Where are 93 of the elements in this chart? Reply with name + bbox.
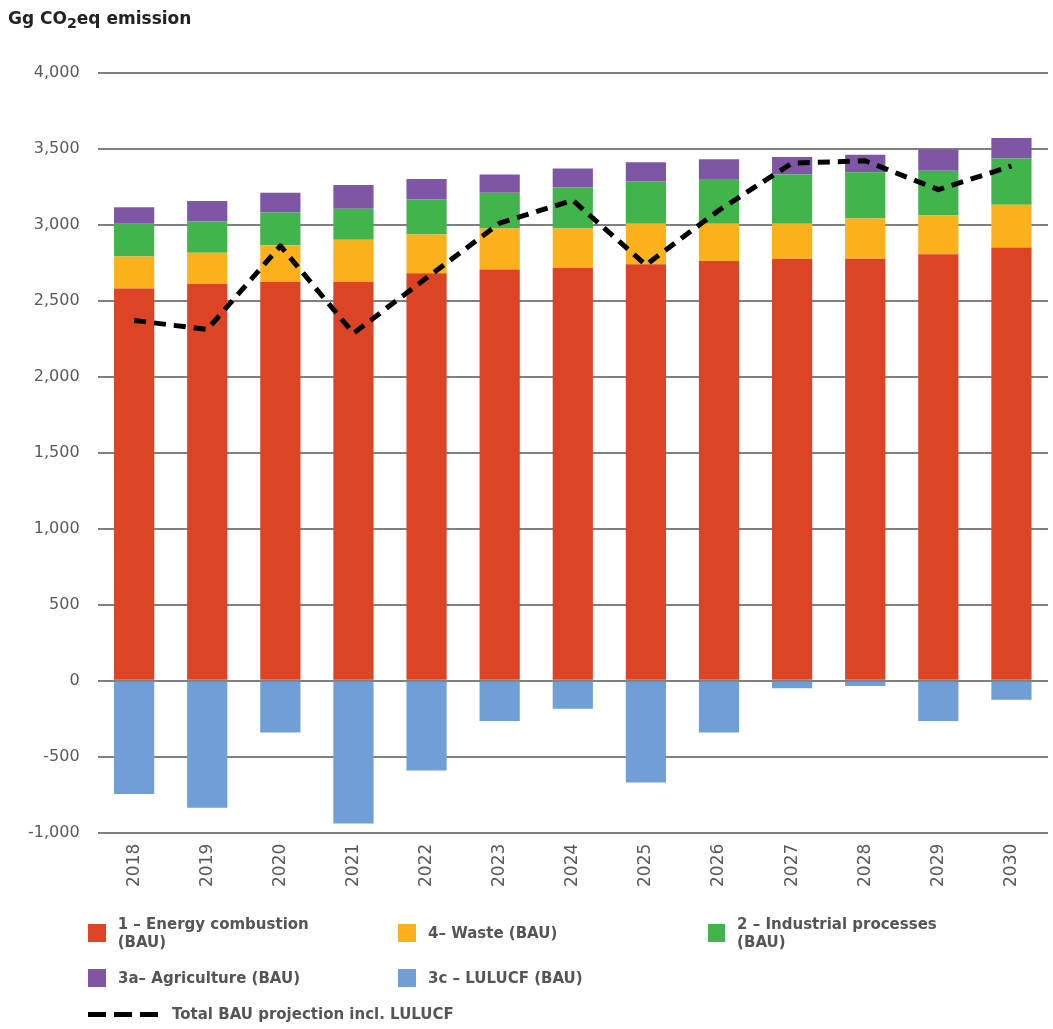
bar [991, 681, 1032, 700]
legend-label: 4– Waste (BAU) [428, 924, 558, 942]
bar [187, 201, 228, 222]
x-tick-label: 2023 [488, 843, 509, 887]
bar [845, 258, 886, 680]
bar [552, 681, 593, 709]
bar [406, 199, 447, 235]
bar [991, 158, 1032, 205]
bar [187, 252, 228, 284]
bar [918, 149, 959, 171]
bar [772, 258, 813, 680]
x-tick-label: 2028 [853, 843, 874, 887]
bar [625, 223, 666, 265]
y-tick-label: 2,000 [33, 365, 80, 385]
x-tick-label: 2024 [561, 843, 582, 887]
bar [552, 228, 593, 268]
bar [406, 273, 447, 680]
bar [187, 221, 228, 253]
bar [333, 239, 374, 282]
legend-label: 3a– Agriculture (BAU) [118, 969, 300, 987]
bar [479, 228, 520, 270]
bar [625, 264, 666, 680]
bar [991, 247, 1032, 680]
y-tick-label: 1,500 [33, 441, 80, 461]
legend-label: 3c – LULUCF (BAU) [428, 969, 583, 987]
x-tick-label: 2018 [122, 843, 143, 887]
x-tick-label: 2027 [780, 843, 801, 887]
bar [772, 174, 813, 224]
y-tick-label: 2,500 [33, 289, 80, 309]
x-tick-label: 2025 [634, 843, 655, 887]
bar [114, 288, 155, 680]
bar [625, 162, 666, 182]
bar [845, 681, 886, 687]
y-tick-label: 0 [69, 669, 80, 689]
bar [479, 269, 520, 680]
bar [845, 172, 886, 219]
x-tick-label: 2026 [707, 843, 728, 887]
x-tick-label: 2029 [926, 843, 947, 887]
x-tick-label: 2030 [999, 843, 1020, 887]
bar [552, 267, 593, 680]
bar [918, 170, 959, 216]
bar [845, 218, 886, 259]
y-tick-label: 3,000 [33, 213, 80, 233]
y-tick-label: 3,500 [33, 137, 80, 157]
y-tick-label: -500 [43, 745, 80, 765]
bar [479, 681, 520, 721]
bar [479, 192, 520, 229]
bar [772, 223, 813, 259]
bar [698, 681, 740, 733]
bar [625, 681, 666, 783]
bar [406, 234, 447, 274]
bar [333, 281, 374, 680]
bar [260, 192, 301, 213]
x-tick-label: 2019 [195, 843, 216, 887]
y-tick-label: 4,000 [33, 61, 80, 81]
x-tick-label: 2020 [268, 843, 289, 887]
x-tick-label: 2021 [341, 843, 362, 887]
bar [918, 681, 959, 721]
bar [260, 281, 301, 680]
bar [260, 212, 301, 246]
bar [114, 256, 155, 289]
bar [991, 204, 1032, 248]
y-axis-title: Gg CO$_{2}$eq emission [8, 8, 192, 32]
bar [114, 681, 155, 794]
bar [918, 254, 959, 680]
bar [552, 168, 593, 188]
bar [698, 159, 740, 180]
bar [114, 223, 155, 257]
y-tick-label: 1,000 [33, 517, 80, 537]
legend-label: 1 – Energy combustion (BAU) [117, 915, 310, 951]
bar [333, 208, 374, 240]
y-tick-label: -1,000 [28, 821, 80, 841]
bar [406, 681, 447, 771]
legend-label: Total BAU projection incl. LULUCF [172, 1005, 454, 1023]
bar [479, 174, 520, 193]
bar [260, 681, 301, 733]
bar [991, 137, 1032, 159]
bar [918, 215, 959, 255]
x-tick-label: 2022 [414, 843, 435, 887]
bar [406, 179, 447, 200]
bar [698, 223, 740, 262]
legend-label: 2 – Industrial processes (BAU) [737, 915, 938, 951]
bar [114, 207, 155, 224]
bar [772, 681, 813, 689]
bar [187, 681, 228, 808]
bar [552, 187, 593, 229]
y-tick-label: 500 [49, 593, 80, 613]
bar [333, 681, 374, 824]
bar [698, 261, 740, 680]
bar [698, 179, 740, 224]
bar [625, 181, 666, 224]
bar [333, 185, 374, 209]
bar [187, 283, 228, 680]
